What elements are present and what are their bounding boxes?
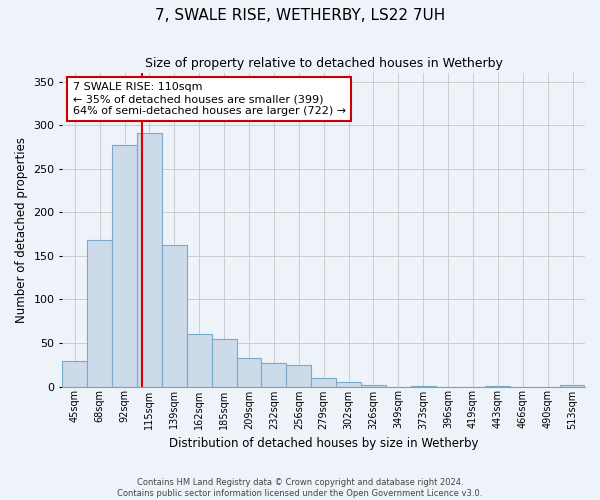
Bar xyxy=(286,364,311,386)
Bar xyxy=(112,146,137,386)
Text: 7, SWALE RISE, WETHERBY, LS22 7UH: 7, SWALE RISE, WETHERBY, LS22 7UH xyxy=(155,8,445,22)
Bar xyxy=(212,340,236,386)
Text: Contains HM Land Registry data © Crown copyright and database right 2024.
Contai: Contains HM Land Registry data © Crown c… xyxy=(118,478,482,498)
Y-axis label: Number of detached properties: Number of detached properties xyxy=(15,137,28,323)
Text: 7 SWALE RISE: 110sqm
← 35% of detached houses are smaller (399)
64% of semi-deta: 7 SWALE RISE: 110sqm ← 35% of detached h… xyxy=(73,82,346,116)
Bar xyxy=(162,246,187,386)
Bar xyxy=(361,385,386,386)
Bar xyxy=(236,358,262,386)
Bar xyxy=(137,133,162,386)
Bar xyxy=(336,382,361,386)
Bar xyxy=(187,334,212,386)
Bar xyxy=(62,362,87,386)
Bar xyxy=(87,240,112,386)
Title: Size of property relative to detached houses in Wetherby: Size of property relative to detached ho… xyxy=(145,58,503,70)
Bar xyxy=(560,385,585,386)
Bar xyxy=(311,378,336,386)
Bar xyxy=(262,363,286,386)
X-axis label: Distribution of detached houses by size in Wetherby: Distribution of detached houses by size … xyxy=(169,437,478,450)
